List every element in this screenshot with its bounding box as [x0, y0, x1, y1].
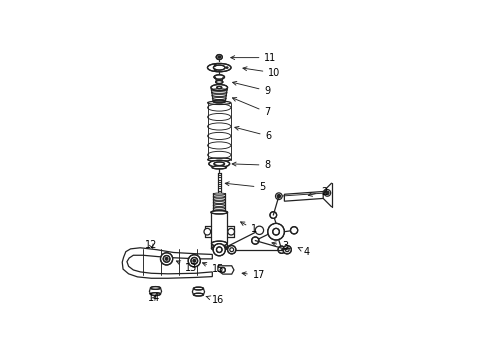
Text: 9: 9 — [233, 81, 270, 96]
Circle shape — [228, 228, 235, 235]
Ellipse shape — [218, 56, 220, 58]
Circle shape — [213, 244, 225, 256]
Ellipse shape — [214, 162, 224, 166]
Ellipse shape — [214, 75, 224, 79]
Text: 17: 17 — [242, 270, 265, 280]
Text: 7: 7 — [232, 98, 270, 117]
Circle shape — [255, 226, 264, 234]
Circle shape — [278, 246, 285, 253]
Polygon shape — [193, 288, 204, 294]
Ellipse shape — [216, 81, 223, 84]
Circle shape — [161, 253, 172, 265]
Circle shape — [291, 227, 298, 234]
Ellipse shape — [194, 293, 203, 296]
Ellipse shape — [212, 166, 226, 169]
Polygon shape — [149, 288, 162, 294]
Circle shape — [163, 256, 170, 262]
Circle shape — [204, 228, 211, 235]
Circle shape — [273, 228, 279, 235]
Circle shape — [268, 223, 284, 240]
Ellipse shape — [213, 100, 225, 103]
Ellipse shape — [209, 160, 230, 167]
Circle shape — [270, 212, 277, 219]
Circle shape — [217, 247, 222, 252]
Ellipse shape — [150, 293, 161, 296]
Text: 5: 5 — [225, 182, 266, 192]
Circle shape — [277, 194, 280, 198]
Ellipse shape — [212, 246, 227, 251]
Circle shape — [283, 246, 292, 254]
Circle shape — [326, 191, 329, 194]
Circle shape — [230, 248, 234, 252]
Ellipse shape — [214, 65, 225, 70]
Circle shape — [193, 260, 196, 262]
Circle shape — [227, 246, 236, 254]
Text: 10: 10 — [243, 67, 281, 78]
Text: 14: 14 — [148, 293, 160, 303]
Text: 6: 6 — [235, 126, 271, 141]
Ellipse shape — [207, 63, 231, 72]
Circle shape — [191, 257, 197, 264]
Circle shape — [165, 257, 168, 260]
Text: 13: 13 — [176, 261, 197, 273]
Ellipse shape — [150, 287, 161, 289]
Circle shape — [275, 193, 282, 199]
Polygon shape — [122, 248, 212, 278]
Text: 15: 15 — [202, 262, 224, 274]
Ellipse shape — [217, 86, 222, 89]
Ellipse shape — [211, 211, 227, 214]
Circle shape — [285, 248, 289, 252]
Ellipse shape — [211, 85, 227, 91]
Polygon shape — [218, 266, 234, 274]
Circle shape — [252, 237, 259, 244]
Text: 8: 8 — [232, 160, 270, 170]
Circle shape — [188, 255, 200, 267]
Circle shape — [324, 190, 331, 196]
Text: 2: 2 — [308, 186, 327, 197]
Text: 11: 11 — [231, 53, 277, 63]
Text: 4: 4 — [298, 247, 310, 257]
Ellipse shape — [215, 64, 217, 66]
Ellipse shape — [215, 69, 217, 71]
Ellipse shape — [194, 287, 203, 290]
Ellipse shape — [216, 55, 222, 59]
Ellipse shape — [212, 241, 227, 246]
Text: 3: 3 — [272, 241, 288, 251]
Text: 12: 12 — [145, 240, 158, 250]
Text: 16: 16 — [206, 295, 224, 305]
Polygon shape — [284, 192, 323, 201]
Ellipse shape — [226, 67, 228, 68]
Circle shape — [220, 267, 225, 273]
Text: 1: 1 — [241, 222, 257, 234]
